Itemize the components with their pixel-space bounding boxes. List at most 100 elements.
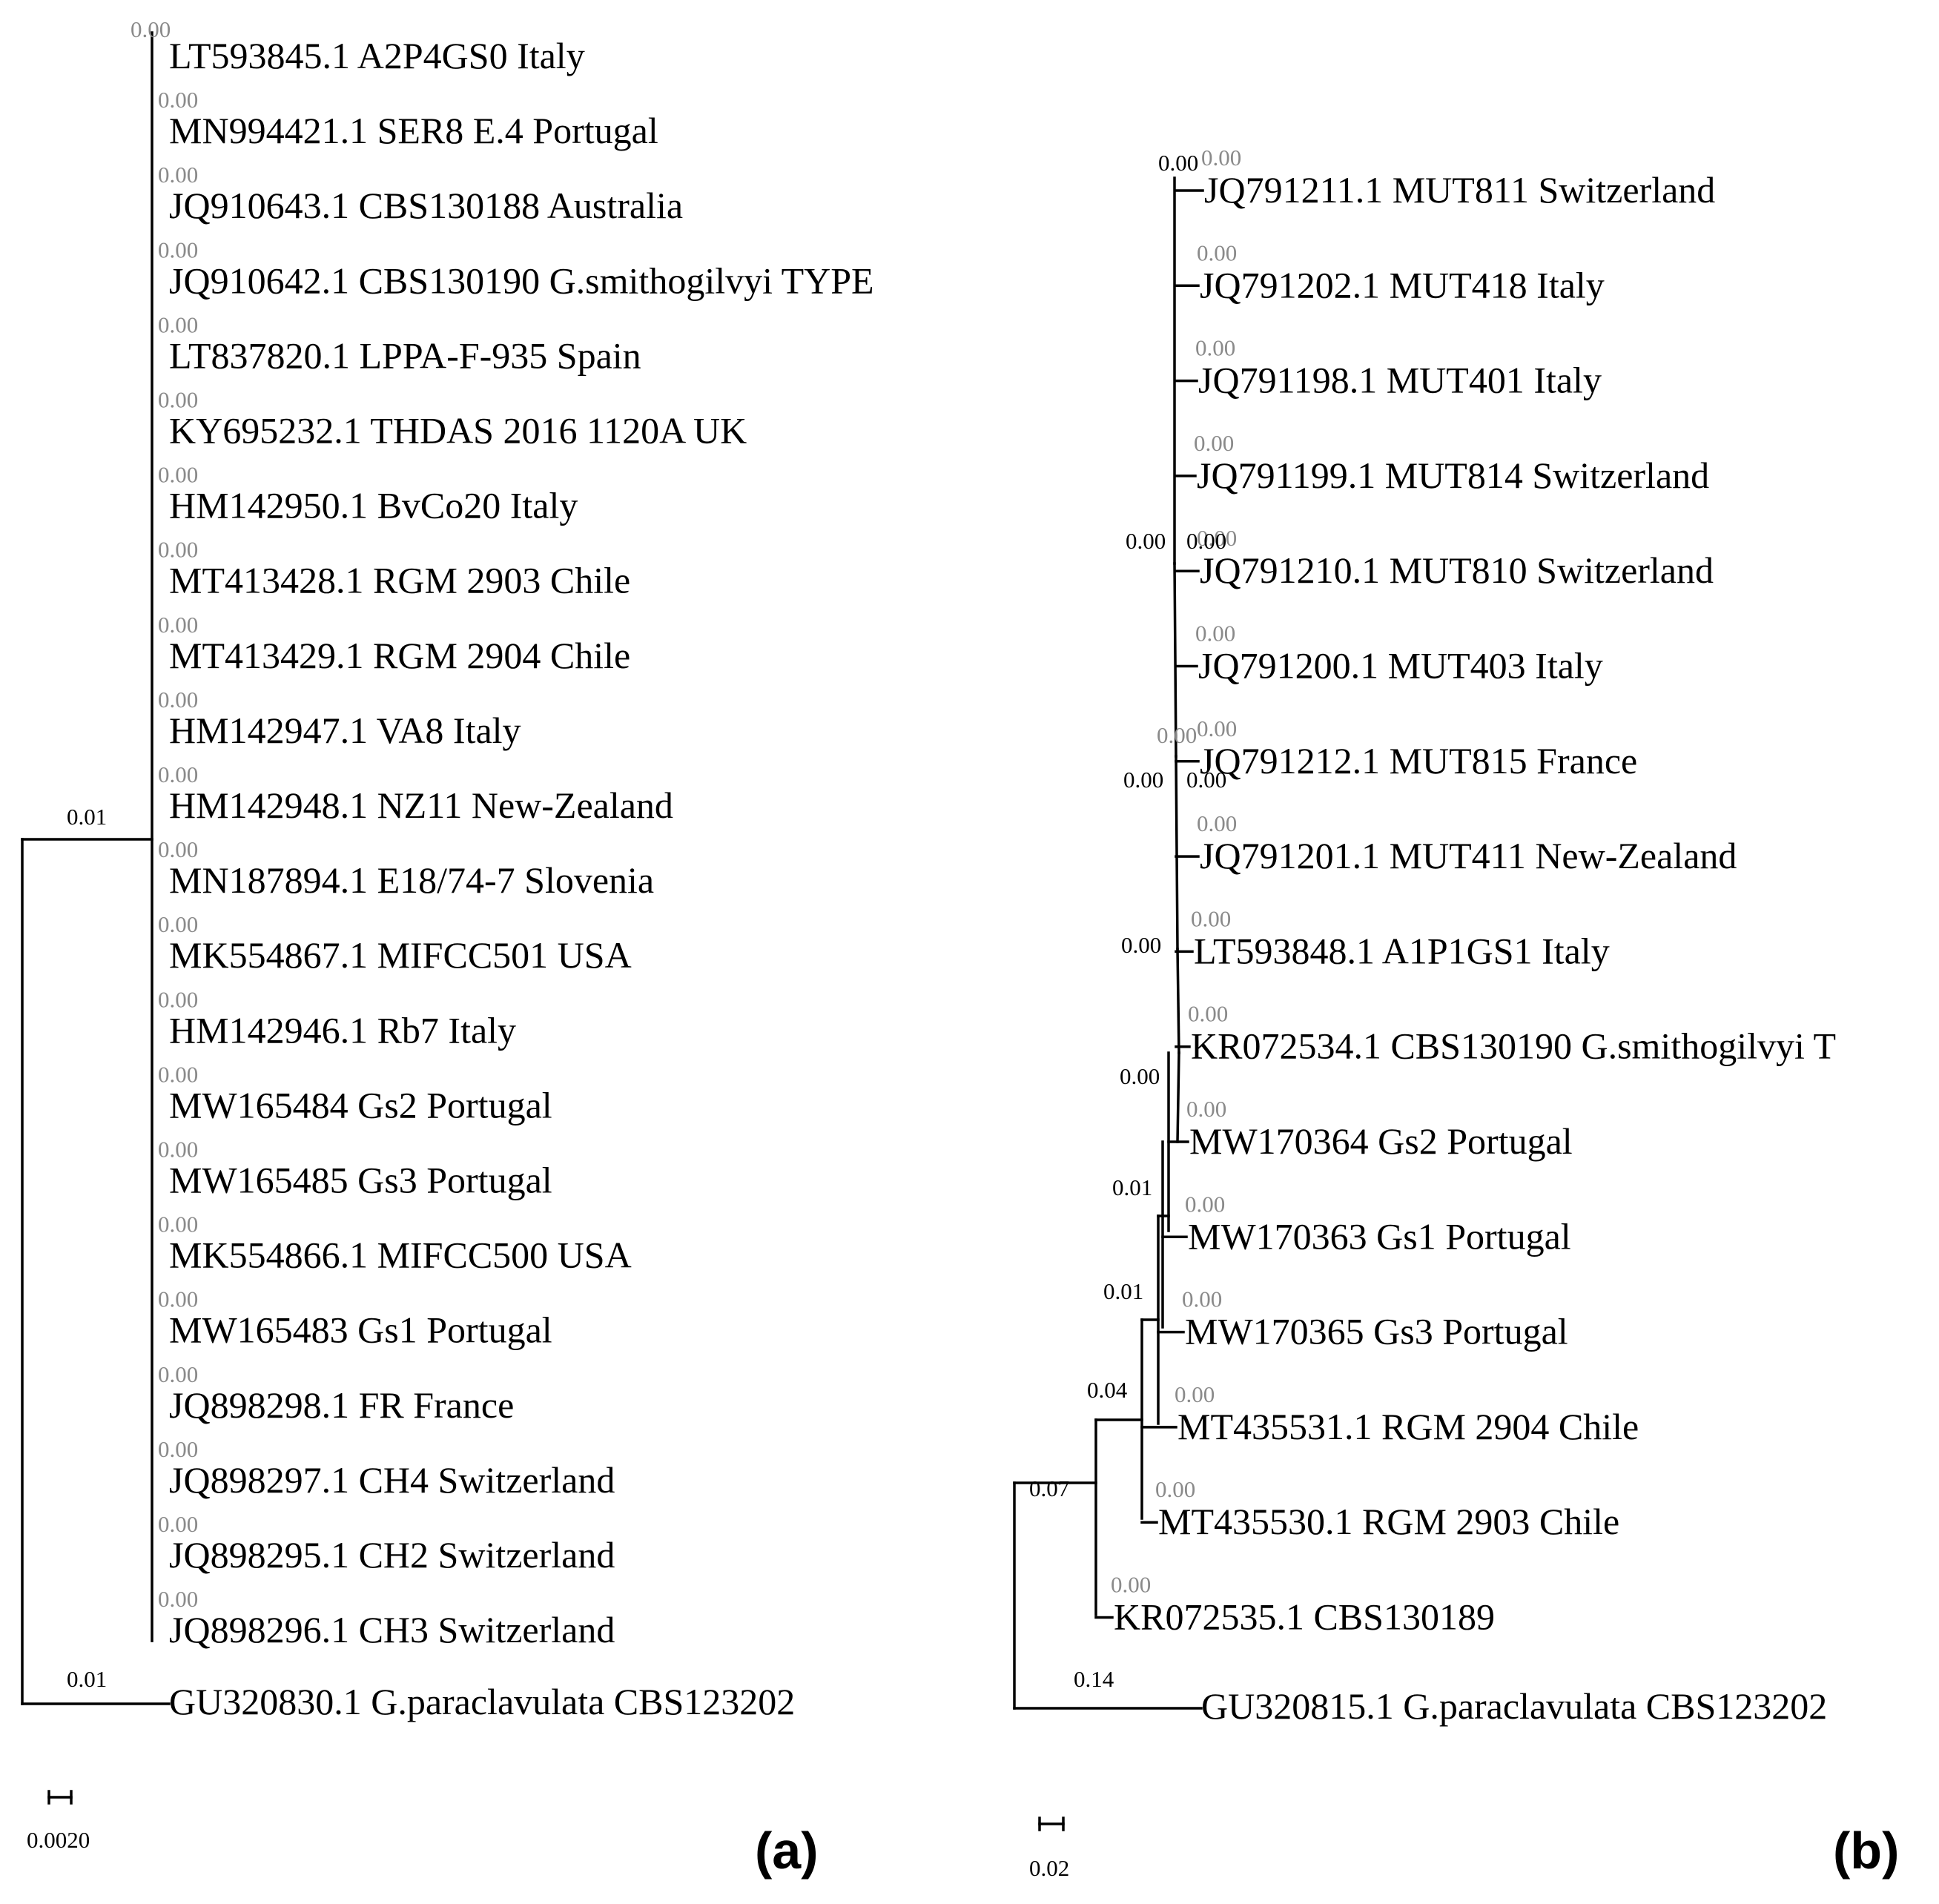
tree-a-leaf-branch-length: 0.00 [158, 612, 198, 638]
tree-a-leaf-branch-length: 0.00 [158, 1212, 198, 1237]
tree-b-internal-node-label: 0.01 [1103, 1278, 1143, 1304]
tree-a-leaf-label: HM142947.1 VA8 Italy [169, 710, 521, 751]
tree-b-leaf-label: JQ791212.1 MUT815 France [1200, 740, 1637, 781]
tree-a-leaf-branch-length: 0.00 [158, 1436, 198, 1462]
tree-a-leaf-branch-length: 0.00 [158, 237, 198, 262]
tree-b-leaf-branch-length: 0.00 [1186, 1096, 1226, 1122]
tree-a-leaf-label: JQ910642.1 CBS130190 G.smithogilvyi TYPE [169, 260, 874, 301]
tree-b-leaf-label: JQ791210.1 MUT810 Switzerland [1200, 549, 1714, 591]
tree-a-leaf-label: JQ910643.1 CBS130188 Australia [169, 185, 683, 226]
scale-bar-b-label: 0.02 [1029, 1855, 1069, 1881]
tree-b-leaf-branch-length: 0.00 [1197, 715, 1237, 741]
tree-a-leaf-label: MT413428.1 RGM 2903 Chile [169, 560, 630, 601]
tree-panel-b: JQ791211.1 MUT811 Switzerland0.00JQ79120… [1013, 145, 1899, 1881]
tree-b-leaf-branch-length: 0.00 [1175, 1381, 1215, 1407]
tree-a-leaf-branch-length: 0.00 [158, 1511, 198, 1537]
tree-a-leaf-branch-length: 0.00 [158, 1361, 198, 1387]
tree-b-internal-node-label: 0.00 [1158, 150, 1198, 176]
tree-b-leaf-label: MW170365 Gs3 Portugal [1185, 1311, 1568, 1352]
tree-a-leaf-label: HM142946.1 Rb7 Italy [169, 1009, 516, 1051]
tree-a-leaf-branch-length: 0.00 [158, 387, 198, 413]
tree-b-internal-node-label: 0.00 [1186, 767, 1226, 793]
tree-a-leaf-label: LT593845.1 A2P4GS0 Italy [169, 35, 585, 76]
tree-a-leaf-branch-length: 0.00 [158, 761, 198, 787]
tree-a-leaf-branch-length: 0.00 [158, 311, 198, 337]
tree-b-leaf-label: LT593848.1 A1P1GS1 Italy [1194, 930, 1610, 971]
tree-b-leaf-branch-length: 0.00 [1111, 1572, 1151, 1598]
tree-a-leaf-label: MN994421.1 SER8 E.4 Portugal [169, 110, 658, 151]
tree-b-leaf-label: KR072534.1 CBS130190 G.smithogilvyi T [1191, 1025, 1836, 1067]
tree-a-leaf-label: LT837820.1 LPPA-F-935 Spain [169, 334, 641, 376]
tree-b-internal-node-label: 0.00 [1123, 767, 1163, 793]
tree-b-leaf-branch-length: 0.00 [1197, 525, 1237, 551]
tree-a-leaf-branch-length: 0.00 [158, 687, 198, 713]
tree-a-leaf-branch-length: 0.00 [158, 162, 198, 188]
tree-b-clade-spine [1173, 562, 1177, 758]
tree-panel-a: LT593845.1 A2P4GS0 Italy MN994421.1 SER8 … [21, 16, 874, 1880]
tree-b-leaf-branch-length: 0.00 [1195, 335, 1235, 361]
tree-a-leaf-branch-length: 0.00 [158, 462, 198, 488]
tree-b-internal-node-label: 0.07 [1029, 1475, 1069, 1501]
tree-b-leaf-branch-length: 0.00 [1191, 905, 1231, 931]
tree-a-leaf-label: HM142950.1 BvCo20 Italy [169, 485, 578, 526]
tree-b-clade-spine [1176, 948, 1180, 1054]
tree-a-outgroup-branch-label: 0.01 [67, 1666, 107, 1692]
tree-b-leaf-label: JQ791202.1 MUT418 Italy [1200, 264, 1605, 305]
tree-b-internal-node-label: 0.00 [1186, 528, 1226, 554]
tree-a-leaf-label: MN187894.1 E18/74-7 Slovenia [169, 859, 654, 901]
tree-b-leaf-label: JQ791211.1 MUT811 Switzerland [1204, 169, 1715, 211]
tree-b-leaf-branch-length: 0.00 [1195, 621, 1235, 647]
tree-a-leaf-branch-length: 0.00 [158, 986, 198, 1012]
tree-a-leaf-branch-length: 0.00 [158, 1061, 198, 1087]
tree-b-internal-node-label: 0.00 [1126, 528, 1166, 554]
tree-b-clade-spine [1175, 755, 1179, 951]
tree-a-leaf-branch-length: 0.00 [158, 1286, 198, 1312]
tree-b-internal-node-label: 0.04 [1087, 1377, 1128, 1403]
tree-b-outgroup-label: GU320815.1 G.paraclavulata CBS123202 [1201, 1685, 1827, 1727]
tree-b-leaf-branch-length: 0.00 [1185, 1191, 1225, 1217]
tree-b-leaf-branch-length: 0.00 [1201, 145, 1241, 171]
tree-b-leaf-label: KR072535.1 CBS130189 [1114, 1596, 1495, 1638]
tree-a-leaf-label: JQ898297.1 CH4 Switzerland [169, 1459, 615, 1501]
tree-a-leaf-label: JQ898296.1 CH3 Switzerland [169, 1609, 615, 1650]
tree-a-leaf-label: JQ898298.1 FR France [169, 1384, 514, 1426]
tree-b-leaf-label: JQ791201.1 MUT411 New-Zealand [1200, 835, 1737, 876]
tree-b-leaf-branch-length: 0.00 [1155, 1476, 1195, 1502]
tree-a-crown-branch-label: 0.00 [131, 16, 171, 42]
tree-b-leaf-label: JQ791199.1 MUT814 Switzerland [1197, 454, 1709, 496]
tree-b-leaf-branch-length: 0.00 [1188, 1001, 1228, 1027]
panel-b-label: (b) [1833, 1822, 1899, 1880]
tree-b-internal-node-label: 0.00 [1120, 1063, 1160, 1089]
tree-a-leaf-label: MK554867.1 MIFCC501 USA [169, 934, 632, 976]
tree-b-internal-node-label: 0.00 [1157, 722, 1197, 748]
tree-a-leaf-branch-length: 0.00 [158, 537, 198, 563]
tree-b-leaf-label: MW170364 Gs2 Portugal [1189, 1120, 1573, 1162]
tree-a-leaf-label: MW165485 Gs3 Portugal [169, 1160, 552, 1201]
tree-b-leaf-branch-length: 0.00 [1197, 239, 1237, 265]
tree-b-internal-node-label: 0.01 [1112, 1174, 1152, 1200]
tree-a-outgroup-label: GU320830.1 G.paraclavulata CBS123202 [169, 1681, 795, 1722]
tree-a-leaf-label: HM142948.1 NZ11 New-Zealand [169, 784, 673, 826]
tree-a-leaf-branch-length: 0.00 [158, 87, 198, 113]
tree-b-leaf-label: JQ791198.1 MUT401 Italy [1198, 360, 1602, 401]
tree-b-leaf-branch-length: 0.00 [1197, 810, 1237, 836]
tree-a-leaf-branch-length: 0.00 [158, 836, 198, 862]
tree-a-root-branch-label: 0.01 [67, 804, 107, 830]
scale-bar-a-label: 0.0020 [27, 1827, 90, 1853]
tree-a-leaf-label: MK554866.1 MIFCC500 USA [169, 1234, 632, 1276]
tree-b-branches [1013, 176, 1204, 1710]
tree-b-leaf-branch-length: 0.00 [1194, 430, 1234, 456]
tree-a-leaf-label: MT413429.1 RGM 2904 Chile [169, 635, 630, 676]
tree-b-leaf-label: MT435531.1 RGM 2904 Chile [1177, 1406, 1639, 1447]
tree-a-leaf-branch-length: 0.00 [158, 1586, 198, 1612]
tree-b-leaf-labels: JQ791211.1 MUT811 Switzerland0.00JQ79120… [1111, 145, 1836, 1638]
tree-b-leaf-label: MT435530.1 RGM 2903 Chile [1158, 1501, 1619, 1542]
tree-a-leaf-branch-length: 0.00 [158, 911, 198, 937]
tree-b-outgroup-branch-label: 0.14 [1074, 1666, 1114, 1692]
tree-a-leaf-branch-length: 0.00 [158, 1137, 198, 1163]
tree-a-leaf-label: JQ898295.1 CH2 Switzerland [169, 1534, 615, 1576]
tree-a-branches [21, 31, 171, 1705]
panel-a-label: (a) [755, 1822, 819, 1880]
